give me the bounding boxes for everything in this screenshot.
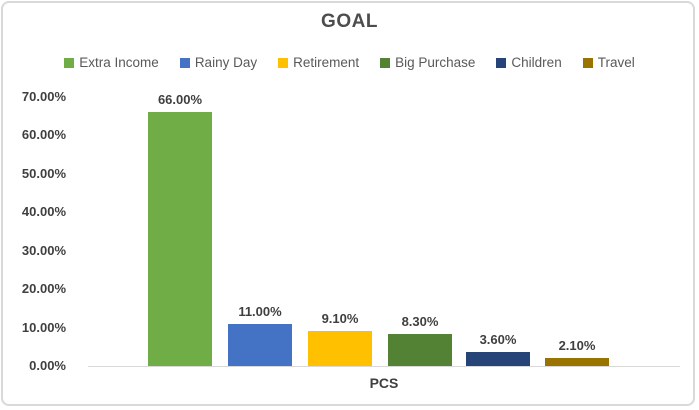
bar-value-label: 2.10% [558, 338, 596, 353]
bar-travel[interactable] [545, 358, 609, 366]
legend-swatch-icon [496, 57, 507, 68]
legend-swatch-icon [64, 57, 75, 68]
y-axis-tick-label: 30.00% [21, 242, 66, 258]
legend: Extra Income Rainy Day Retirement Big Purch… [0, 55, 699, 70]
y-axis-tick-label: 10.00% [21, 319, 66, 335]
bar-children[interactable] [466, 352, 530, 366]
y-axis-tick-label: 0.00% [29, 358, 66, 373]
bar-value-label: 66.00% [157, 92, 203, 107]
x-axis-line [88, 366, 680, 367]
legend-swatch-icon [380, 57, 391, 68]
legend-swatch-icon [582, 57, 593, 68]
legend-item-rainy-day[interactable]: Rainy Day [179, 55, 258, 70]
bar-value-label: 9.10% [321, 311, 359, 326]
legend-label: Extra Income [79, 55, 159, 70]
x-axis-category-label: PCS [369, 375, 399, 391]
bar-value-label: 3.60% [479, 332, 517, 347]
y-axis-tick-label: 20.00% [21, 281, 66, 297]
bar-retirement[interactable] [308, 331, 372, 366]
legend-swatch-icon [179, 57, 190, 68]
bar-value-label: 8.30% [401, 314, 439, 329]
legend-item-travel[interactable]: Travel [582, 55, 635, 70]
legend-item-children[interactable]: Children [496, 55, 562, 70]
y-axis-tick-label: 50.00% [21, 165, 66, 181]
legend-label: Rainy Day [194, 55, 258, 70]
bar-value-label: 11.00% [238, 304, 282, 319]
bar-big-purchase[interactable] [388, 334, 452, 366]
legend-item-extra-income[interactable]: Extra Income [64, 55, 159, 70]
legend-label: Children [511, 55, 562, 70]
legend-swatch-icon [278, 57, 289, 68]
legend-label: Retirement [293, 55, 360, 70]
y-axis-tick-label: 60.00% [21, 127, 66, 143]
y-axis-tick-label: 70.00% [21, 89, 66, 104]
bar-rainy-day[interactable] [228, 324, 292, 366]
legend-label: Big Purchase [395, 55, 476, 70]
y-axis-tick-label: 40.00% [21, 204, 66, 220]
legend-item-big-purchase[interactable]: Big Purchase [380, 55, 475, 70]
legend-item-retirement[interactable]: Retirement [278, 55, 359, 70]
legend-label: Travel [597, 55, 635, 70]
chart-title: GOAL [321, 11, 378, 32]
bar-extra-income[interactable] [148, 112, 212, 366]
